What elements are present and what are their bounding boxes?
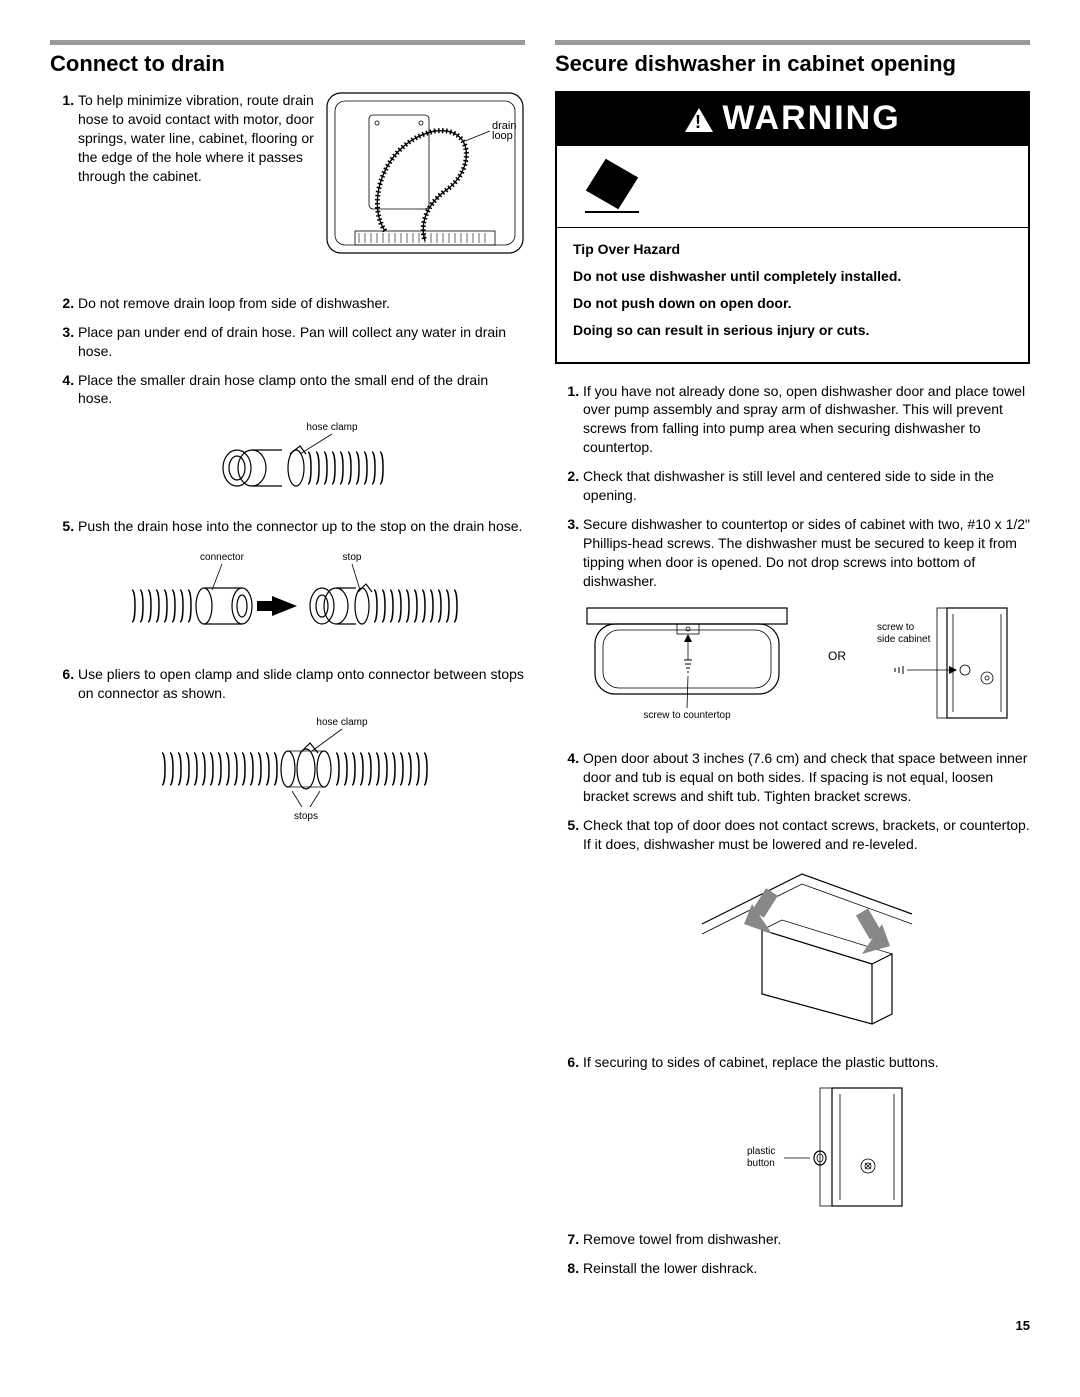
warning-triangle-icon: ! (684, 107, 714, 133)
right-step-6-text: If securing to sides of cabinet, replace… (583, 1054, 939, 1070)
figure-connector-stop: connector stop (78, 546, 525, 651)
label-hose-clamp-2: hose clamp (316, 717, 368, 728)
left-step-1: drain loop To help minimize vibration, r… (78, 91, 525, 284)
right-step-7: Remove towel from dishwasher. (583, 1230, 1030, 1249)
right-step-4: Open door about 3 inches (7.6 cm) and ch… (583, 749, 1030, 806)
hazard-title: Tip Over Hazard (573, 240, 1012, 259)
left-steps: drain loop To help minimize vibration, r… (50, 91, 525, 838)
page-number: 15 (0, 1318, 1080, 1353)
label-connector: connector (200, 552, 245, 563)
svg-text:loop: loop (492, 130, 513, 142)
left-step-2: Do not remove drain loop from side of di… (78, 294, 525, 313)
label-screw-side-2: side cabinet (877, 634, 931, 645)
left-step-5-text: Push the drain hose into the connector u… (78, 518, 522, 534)
page: Connect to drain (0, 0, 1080, 1318)
figure-mounting-options: screw to countertop OR screw to side cab… (563, 600, 1030, 735)
right-step-8: Reinstall the lower dishrack. (583, 1259, 1030, 1278)
hazard-line-2: Do not push down on open door. (573, 294, 1012, 313)
hazard-icon-row (557, 146, 1028, 228)
right-step-5: Check that top of door does not contact … (583, 816, 1030, 1039)
svg-text:!: ! (695, 112, 703, 132)
left-step-1-text: To help minimize vibration, route drain … (78, 92, 314, 184)
label-or: OR (828, 649, 846, 663)
hazard-line-1: Do not use dishwasher until completely i… (573, 267, 1012, 286)
section-rule (50, 40, 525, 45)
warning-header: ! WARNING (557, 93, 1028, 146)
label-plastic-2: button (747, 1158, 775, 1169)
label-screw-countertop: screw to countertop (643, 710, 731, 721)
left-step-6: Use pliers to open clamp and slide clamp… (78, 665, 525, 838)
figure-hose-clamp-1: hose clamp (78, 418, 525, 503)
right-step-1: If you have not already done so, open di… (583, 382, 1030, 458)
right-column: Secure dishwasher in cabinet opening ! W… (555, 40, 1030, 1288)
warning-body: Tip Over Hazard Do not use dishwasher un… (557, 228, 1028, 362)
tip-over-icon (577, 156, 647, 218)
left-step-5: Push the drain hose into the connector u… (78, 517, 525, 651)
section-rule-right (555, 40, 1030, 45)
left-step-3: Place pan under end of drain hose. Pan w… (78, 323, 525, 361)
left-step-4: Place the smaller drain hose clamp onto … (78, 371, 525, 504)
figure-plastic-button: plastic button (583, 1082, 1030, 1217)
right-title: Secure dishwasher in cabinet opening (555, 51, 1030, 77)
figure-drain-loop: drain loop (325, 91, 525, 276)
figure-door-clearance (583, 864, 1030, 1039)
left-step-6-text: Use pliers to open clamp and slide clamp… (78, 666, 524, 701)
left-step-4-text: Place the smaller drain hose clamp onto … (78, 372, 488, 407)
hazard-line-3: Doing so can result in serious injury or… (573, 321, 1012, 340)
figure-clamp-stops: hose clamp (78, 713, 525, 838)
label-hose-clamp-1: hose clamp (306, 422, 358, 433)
left-title: Connect to drain (50, 51, 525, 77)
label-stops: stops (294, 811, 318, 822)
right-step-3: Secure dishwasher to countertop or sides… (583, 515, 1030, 735)
label-stop: stop (342, 552, 361, 563)
right-step-2: Check that dishwasher is still level and… (583, 467, 1030, 505)
left-column: Connect to drain (50, 40, 525, 1288)
warning-word: WARNING (722, 99, 900, 137)
right-steps: If you have not already done so, open di… (555, 382, 1030, 1279)
label-screw-side-1: screw to (877, 622, 915, 633)
right-step-5-text: Check that top of door does not contact … (583, 817, 1030, 852)
warning-box: ! WARNING Tip Over Hazard Do not use dis… (555, 91, 1030, 364)
right-step-3-text: Secure dishwasher to countertop or sides… (583, 516, 1030, 589)
right-step-6: If securing to sides of cabinet, replace… (583, 1053, 1030, 1217)
label-plastic-1: plastic (747, 1146, 775, 1157)
